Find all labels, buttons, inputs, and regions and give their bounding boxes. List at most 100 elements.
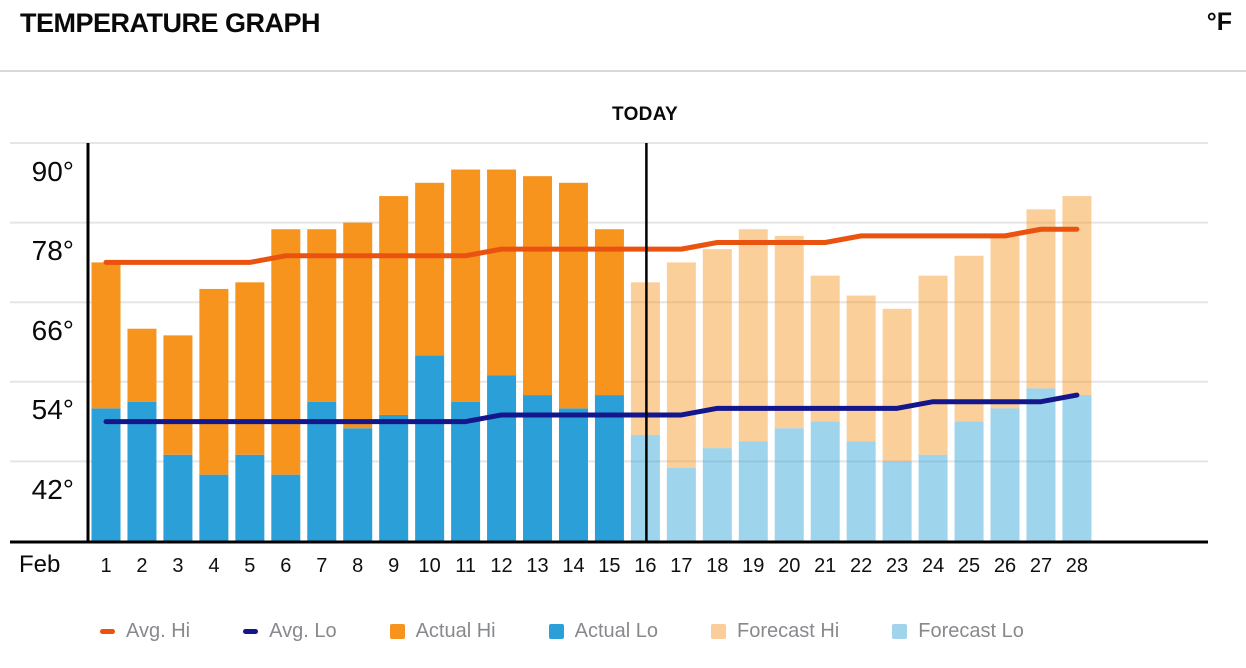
actual-lo-bar-day-8 — [343, 428, 373, 541]
forecast-lo-bar-day-18 — [702, 448, 732, 541]
actual-hi-bar-day-9 — [379, 196, 409, 415]
legend-item-actual-hi: Actual Hi — [389, 619, 496, 643]
unit-fahrenheit-label: °F — [1206, 8, 1232, 36]
x-tick-label-day-15: 15 — [598, 555, 621, 577]
x-tick-label-day-8: 8 — [352, 555, 364, 577]
actual-lo-bar-day-9 — [379, 414, 409, 541]
actual-lo-bar-day-7 — [307, 401, 337, 541]
x-tick-label-day-1: 1 — [100, 555, 112, 577]
x-tick-label-day-17: 17 — [670, 555, 693, 577]
legend-item-avg-hi: Avg. Hi — [100, 620, 190, 643]
actual-lo-bar-day-3 — [163, 454, 193, 541]
forecast-lo-bar-day-17 — [666, 468, 696, 541]
forecast-lo-bar-day-24 — [918, 454, 948, 541]
x-tick-label-day-28: 28 — [1065, 555, 1089, 577]
actual-lo-bar-day-13 — [523, 395, 553, 541]
legend-label: Actual Hi — [415, 619, 496, 642]
actual-lo-bar-day-2 — [127, 401, 157, 541]
forecast-hi-bar-day-22 — [846, 295, 876, 442]
legend-label: Forecast Hi — [737, 619, 840, 642]
y-tick-label: 54° — [31, 394, 74, 426]
forecast-lo-bar-day-25 — [954, 421, 984, 541]
x-tick-label-day-21: 21 — [814, 555, 837, 577]
y-tick-label: 90° — [31, 155, 74, 187]
x-tick-label-day-4: 4 — [208, 555, 220, 577]
forecast-hi-bar-day-23 — [882, 308, 912, 462]
legend-item-actual-lo: Actual Lo — [548, 619, 658, 643]
actual-hi-bar-day-2 — [127, 328, 157, 402]
avg-lo-line — [103, 392, 1080, 425]
actual-lo-bar-day-10 — [415, 355, 445, 541]
x-tick-label-day-27: 27 — [1029, 555, 1053, 577]
actual-hi-bar-day-15 — [594, 229, 624, 396]
x-tick-label-day-7: 7 — [316, 555, 328, 577]
forecast-hi-bar-day-24 — [918, 275, 948, 455]
actual-hi-bar-day-11 — [451, 169, 481, 402]
x-tick-label-day-18: 18 — [706, 555, 729, 577]
legend-label: Avg. Hi — [126, 619, 191, 642]
legend-label: Forecast Lo — [918, 619, 1024, 642]
actual-hi-bar-day-13 — [523, 176, 553, 396]
x-tick-label-day-20: 20 — [778, 555, 801, 577]
actual-lo-bar-day-14 — [558, 408, 588, 541]
x-tick-label-day-5: 5 — [244, 555, 256, 577]
forecast-lo-bar-day-22 — [846, 441, 876, 541]
forecast-hi-bar-day-26 — [990, 235, 1020, 409]
y-tick-label: 78° — [31, 235, 74, 267]
actual-hi-swatch — [389, 623, 405, 639]
forecast-lo-bar-day-26 — [990, 408, 1020, 541]
x-tick-label-day-19: 19 — [742, 555, 765, 577]
forecast-hi-bar-day-28 — [1062, 196, 1092, 396]
avg-hi-line — [103, 226, 1080, 265]
header-divider — [0, 70, 1246, 72]
forecast-hi-bar-day-27 — [1026, 209, 1056, 389]
forecast-lo-bar-day-20 — [774, 428, 804, 541]
actual-lo-bar-day-1 — [91, 408, 121, 541]
avg-hi-line-swatch — [100, 628, 115, 634]
forecast-hi-bar-day-18 — [702, 249, 732, 449]
forecast-lo-bar-day-28 — [1062, 395, 1092, 541]
x-tick-label-day-24: 24 — [921, 555, 945, 577]
actual-lo-bar-day-6 — [271, 474, 301, 541]
x-tick-label-day-9: 9 — [388, 555, 400, 577]
legend-item-avg-lo: Avg. Lo — [243, 619, 337, 643]
x-tick-label-day-14: 14 — [562, 555, 585, 577]
page-title: TEMPERATURE GRAPH — [20, 8, 321, 38]
x-tick-label-day-12: 12 — [490, 555, 513, 577]
actual-hi-bar-day-14 — [558, 182, 588, 409]
y-tick-label: 42° — [31, 473, 74, 505]
forecast-hi-swatch — [711, 623, 726, 639]
x-tick-label-day-23: 23 — [885, 555, 909, 577]
x-tick-label-day-22: 22 — [850, 555, 873, 577]
forecast-lo-bar-day-19 — [738, 441, 768, 541]
x-tick-label-day-11: 11 — [455, 555, 476, 577]
avg-lo-line-swatch — [243, 628, 259, 634]
legend-label: Avg. Lo — [269, 619, 337, 642]
actual-hi-bar-day-1 — [91, 262, 121, 409]
actual-lo-bar-day-4 — [199, 474, 229, 541]
legend-item-forecast-hi: Forecast Hi — [711, 620, 839, 643]
x-tick-label-day-16: 16 — [634, 555, 657, 577]
actual-hi-bar-day-3 — [163, 335, 193, 455]
legend-label: Actual Lo — [574, 619, 658, 642]
x-tick-label-day-25: 25 — [957, 555, 981, 577]
x-tick-label-day-10: 10 — [418, 555, 441, 577]
actual-hi-bar-day-6 — [271, 229, 301, 475]
forecast-lo-bar-day-23 — [882, 461, 912, 541]
x-tick-label-day-2: 2 — [136, 555, 148, 577]
actual-lo-bar-day-15 — [594, 395, 624, 541]
actual-hi-bar-day-4 — [199, 288, 229, 475]
x-tick-label-day-26: 26 — [993, 555, 1017, 577]
actual-hi-bar-day-10 — [415, 182, 445, 356]
x-tick-label-day-13: 13 — [526, 555, 549, 577]
forecast-hi-bar-day-21 — [810, 275, 840, 422]
actual-lo-bar-day-12 — [487, 375, 517, 541]
x-tick-label-day-3: 3 — [172, 555, 184, 577]
chart-legend: Avg. Hi Avg. Lo Actual Hi Actual Lo Fore… — [100, 614, 1024, 648]
forecast-lo-bar-day-27 — [1026, 388, 1056, 541]
x-tick-label-day-6: 6 — [280, 555, 292, 577]
forecast-hi-bar-day-20 — [774, 235, 804, 429]
forecast-hi-bar-day-17 — [666, 262, 696, 469]
